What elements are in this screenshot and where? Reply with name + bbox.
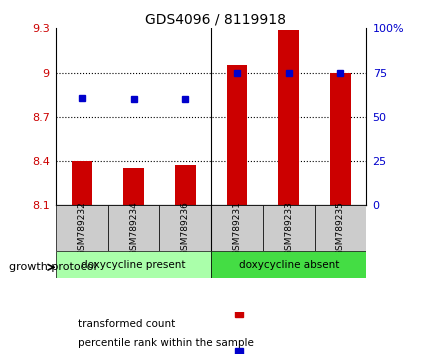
Text: percentile rank within the sample: percentile rank within the sample — [78, 338, 253, 348]
FancyBboxPatch shape — [108, 205, 159, 251]
Text: GSM789236: GSM789236 — [181, 201, 189, 256]
Text: GSM789235: GSM789235 — [335, 201, 344, 256]
Bar — [123, 169, 144, 205]
Text: GSM789234: GSM789234 — [129, 201, 138, 256]
FancyBboxPatch shape — [314, 205, 366, 251]
Text: growth protocol: growth protocol — [9, 262, 96, 272]
Bar — [278, 30, 298, 205]
Text: doxycycline absent: doxycycline absent — [238, 259, 338, 270]
Bar — [71, 161, 92, 205]
Bar — [226, 65, 247, 205]
Text: GSM789232: GSM789232 — [77, 201, 86, 256]
Text: GSM789233: GSM789233 — [284, 201, 292, 256]
FancyBboxPatch shape — [211, 205, 262, 251]
FancyBboxPatch shape — [56, 251, 211, 278]
FancyBboxPatch shape — [56, 205, 108, 251]
FancyBboxPatch shape — [262, 205, 314, 251]
FancyBboxPatch shape — [211, 251, 366, 278]
FancyBboxPatch shape — [159, 205, 211, 251]
Bar — [329, 73, 350, 205]
Text: doxycycline present: doxycycline present — [81, 259, 185, 270]
Text: GSM789231: GSM789231 — [232, 201, 241, 256]
Text: GDS4096 / 8119918: GDS4096 / 8119918 — [144, 12, 286, 27]
Text: transformed count: transformed count — [78, 319, 175, 329]
Bar — [175, 165, 195, 205]
